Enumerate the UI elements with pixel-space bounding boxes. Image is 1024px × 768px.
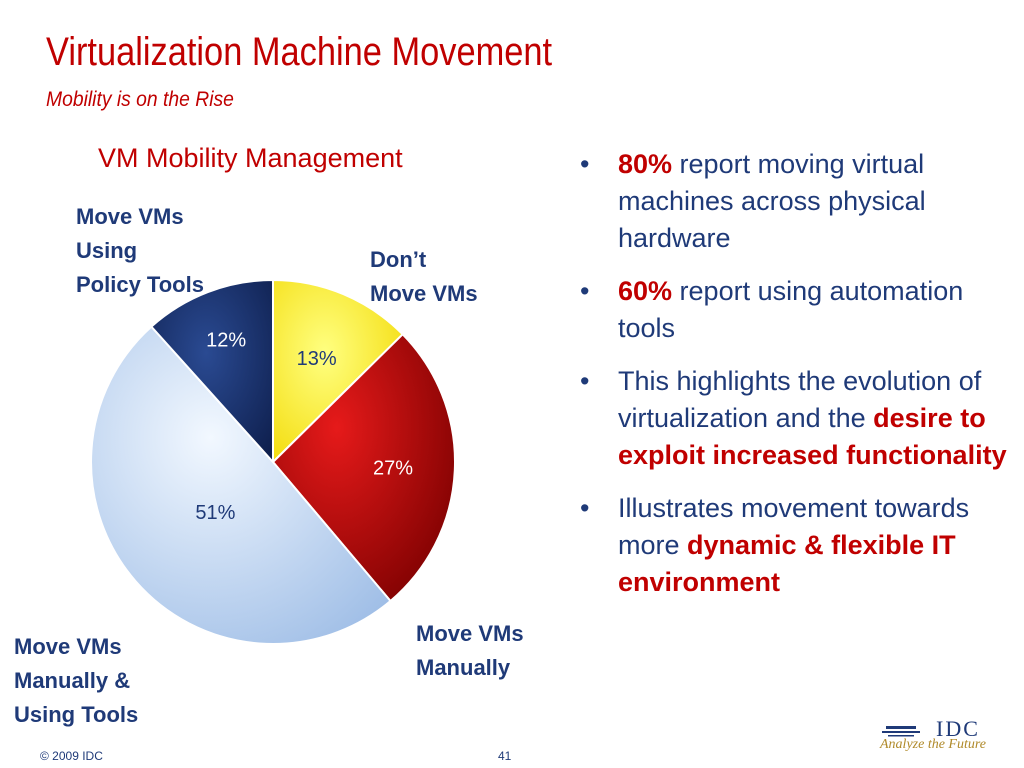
pie-label-manually: Move VMs Manually <box>416 617 524 685</box>
logo-tagline: Analyze the Future <box>880 737 987 752</box>
slide-title: Virtualization Machine Movement <box>46 30 553 74</box>
svg-text:IDC: IDC <box>936 716 980 741</box>
pie-slice-dont-move <box>272 278 405 465</box>
pie-slice-manually <box>271 332 456 603</box>
page-number: 41 <box>498 749 512 763</box>
bullet-item: 80% report moving virtual machines acros… <box>578 146 1018 257</box>
pie-label-line: Using <box>76 238 138 263</box>
chart-title: VM Mobility Management <box>98 143 403 173</box>
bullet-item: 60% report using automation tools <box>578 273 1018 347</box>
pie-label-line: Manually & <box>14 668 131 693</box>
pie-label-policy-tools: Move VMs Using Policy Tools <box>76 200 204 302</box>
pie-value-manually: 27% <box>373 458 413 480</box>
bullet-text: This highlights the evolution of virtual… <box>618 366 982 433</box>
pie-label-line: Policy Tools <box>76 272 204 297</box>
bullet-highlight: 80% <box>618 149 673 179</box>
bullet-item: This highlights the evolution of virtual… <box>578 363 1018 474</box>
pie-label-line: Move VMs <box>14 634 122 659</box>
pie-value-manually-tools: 51% <box>195 502 235 524</box>
pie-label-line: Using Tools <box>14 702 139 727</box>
slide-subtitle: Mobility is on the Rise <box>46 88 234 111</box>
pie-label-line: Move VMs <box>76 204 184 229</box>
pie-label-dont-move: Don’t Move VMs <box>370 243 478 311</box>
pie-slice-policy-tools <box>149 278 274 465</box>
bullet-highlight: 60% <box>618 276 673 306</box>
idc-logo-icon: IDC <box>882 716 980 741</box>
pie-value-dont-move: 13% <box>297 348 337 370</box>
pie-label-line: Manually <box>416 655 511 680</box>
bullet-text: Illustrates movement towards more <box>618 493 970 560</box>
copyright: © 2009 IDC <box>40 749 103 763</box>
pie-label-line: Move VMs <box>416 621 524 646</box>
pie-slice-manually-tools <box>90 325 392 645</box>
pie-label-line: Move VMs <box>370 281 478 306</box>
bullet-item: Illustrates movement towards more dynami… <box>578 490 1018 601</box>
pie-value-policy-tools: 12% <box>206 330 246 352</box>
bullet-list: 80% report moving virtual machines acros… <box>578 146 1018 617</box>
bullet-text: report using automation tools <box>618 276 964 343</box>
pie-label-line: Don’t <box>370 247 427 272</box>
bullet-text: report moving virtual machines across ph… <box>618 149 926 253</box>
bullet-highlight: desire to exploit increased functionalit… <box>618 403 1007 470</box>
bullet-highlight: dynamic & flexible IT environment <box>618 530 956 597</box>
pie-label-manually-tools: Move VMs Manually & Using Tools <box>14 630 138 732</box>
